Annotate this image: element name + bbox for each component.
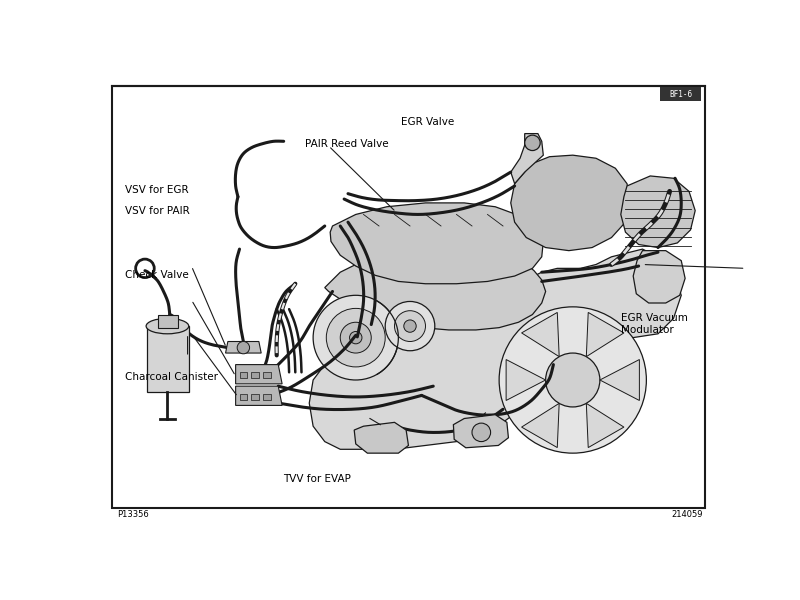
Circle shape — [525, 135, 540, 151]
Polygon shape — [621, 176, 695, 248]
Circle shape — [394, 311, 426, 341]
Text: TVV for EVAP: TVV for EVAP — [283, 473, 350, 484]
Polygon shape — [158, 314, 178, 328]
Text: VSV for EGR: VSV for EGR — [125, 185, 189, 195]
Polygon shape — [262, 394, 270, 400]
Polygon shape — [354, 422, 409, 453]
Text: 214059: 214059 — [671, 510, 703, 519]
Circle shape — [404, 320, 416, 332]
Circle shape — [350, 331, 362, 344]
FancyBboxPatch shape — [660, 88, 701, 101]
Polygon shape — [586, 403, 624, 448]
Polygon shape — [600, 359, 639, 400]
Polygon shape — [239, 372, 247, 379]
Circle shape — [326, 308, 386, 367]
Polygon shape — [325, 245, 546, 330]
Circle shape — [499, 307, 646, 453]
Polygon shape — [251, 372, 259, 379]
Polygon shape — [236, 386, 282, 406]
Polygon shape — [506, 359, 546, 400]
Ellipse shape — [146, 319, 189, 334]
Circle shape — [237, 341, 250, 354]
Polygon shape — [146, 326, 189, 392]
Polygon shape — [236, 365, 282, 384]
Polygon shape — [226, 341, 262, 353]
Text: EGR Valve: EGR Valve — [401, 117, 454, 127]
Text: P13356: P13356 — [117, 510, 149, 519]
Polygon shape — [510, 155, 631, 251]
Polygon shape — [522, 403, 559, 448]
Polygon shape — [262, 372, 270, 379]
Text: PAIR Reed Valve: PAIR Reed Valve — [305, 139, 388, 149]
Text: Check Valve: Check Valve — [125, 270, 189, 280]
Polygon shape — [454, 415, 509, 448]
Polygon shape — [586, 313, 624, 356]
Polygon shape — [310, 249, 682, 449]
Circle shape — [313, 295, 398, 380]
Text: Charcoal Canister: Charcoal Canister — [125, 372, 218, 382]
Polygon shape — [251, 394, 259, 400]
Circle shape — [340, 322, 371, 353]
Circle shape — [386, 301, 435, 351]
Text: EGR Vacuum
Modulator: EGR Vacuum Modulator — [621, 313, 688, 335]
Polygon shape — [522, 313, 559, 356]
Text: VSV for PAIR: VSV for PAIR — [125, 206, 190, 215]
Circle shape — [546, 353, 600, 407]
Polygon shape — [510, 134, 543, 184]
Polygon shape — [634, 251, 685, 303]
Text: BF1-6: BF1-6 — [669, 90, 692, 99]
Polygon shape — [239, 394, 247, 400]
Circle shape — [472, 423, 490, 442]
Polygon shape — [330, 203, 543, 284]
